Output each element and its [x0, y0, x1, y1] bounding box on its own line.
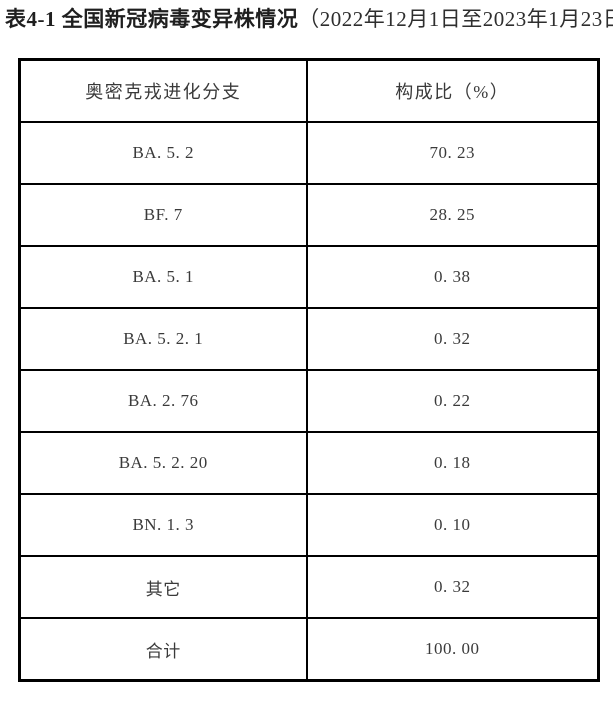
branch-cell: BN. 1. 3 [18, 493, 308, 557]
branch-cell: BF. 7 [18, 183, 308, 247]
variant-composition-table: 奥密克戎进化分支 构成比（%） BA. 5. 2 70. 23 BF. 7 28… [18, 58, 600, 682]
table-row: 其它 0. 32 [18, 555, 600, 619]
branch-cell: BA. 5. 2 [18, 121, 308, 185]
table-caption-period: （2022年12月1日至2023年1月23日） [298, 7, 613, 31]
table-row: BA. 5. 2 70. 23 [18, 121, 600, 185]
branch-cell: BA. 5. 1 [18, 245, 308, 309]
percent-cell: 28. 25 [305, 183, 600, 247]
table-row: BA. 2. 76 0. 22 [18, 369, 600, 433]
table-row: BF. 7 28. 25 [18, 183, 600, 247]
branch-cell: 合计 [18, 617, 308, 682]
branch-cell: BA. 5. 2. 1 [18, 307, 308, 371]
percent-cell: 0. 38 [305, 245, 600, 309]
table-row: BA. 5. 2. 1 0. 32 [18, 307, 600, 371]
percent-cell: 0. 18 [305, 431, 600, 495]
percent-cell: 0. 32 [305, 307, 600, 371]
header-cell-branch: 奥密克戎进化分支 [18, 58, 308, 123]
table-caption: 表4-1 全国新冠病毒变异株情况（2022年12月1日至2023年1月23日） [5, 5, 613, 33]
percent-cell: 70. 23 [305, 121, 600, 185]
table-row: BN. 1. 3 0. 10 [18, 493, 600, 557]
percent-cell: 0. 32 [305, 555, 600, 619]
branch-cell: BA. 2. 76 [18, 369, 308, 433]
table-row: BA. 5. 1 0. 38 [18, 245, 600, 309]
table-caption-title: 表4-1 全国新冠病毒变异株情况 [5, 7, 299, 31]
branch-cell: 其它 [18, 555, 308, 619]
table-row-total: 合计 100. 00 [18, 617, 600, 682]
percent-cell: 0. 22 [305, 369, 600, 433]
percent-cell: 0. 10 [305, 493, 600, 557]
header-cell-percent: 构成比（%） [305, 58, 600, 123]
table-row: BA. 5. 2. 20 0. 18 [18, 431, 600, 495]
table-header-row: 奥密克戎进化分支 构成比（%） [18, 58, 600, 123]
branch-cell: BA. 5. 2. 20 [18, 431, 308, 495]
percent-cell: 100. 00 [305, 617, 600, 682]
